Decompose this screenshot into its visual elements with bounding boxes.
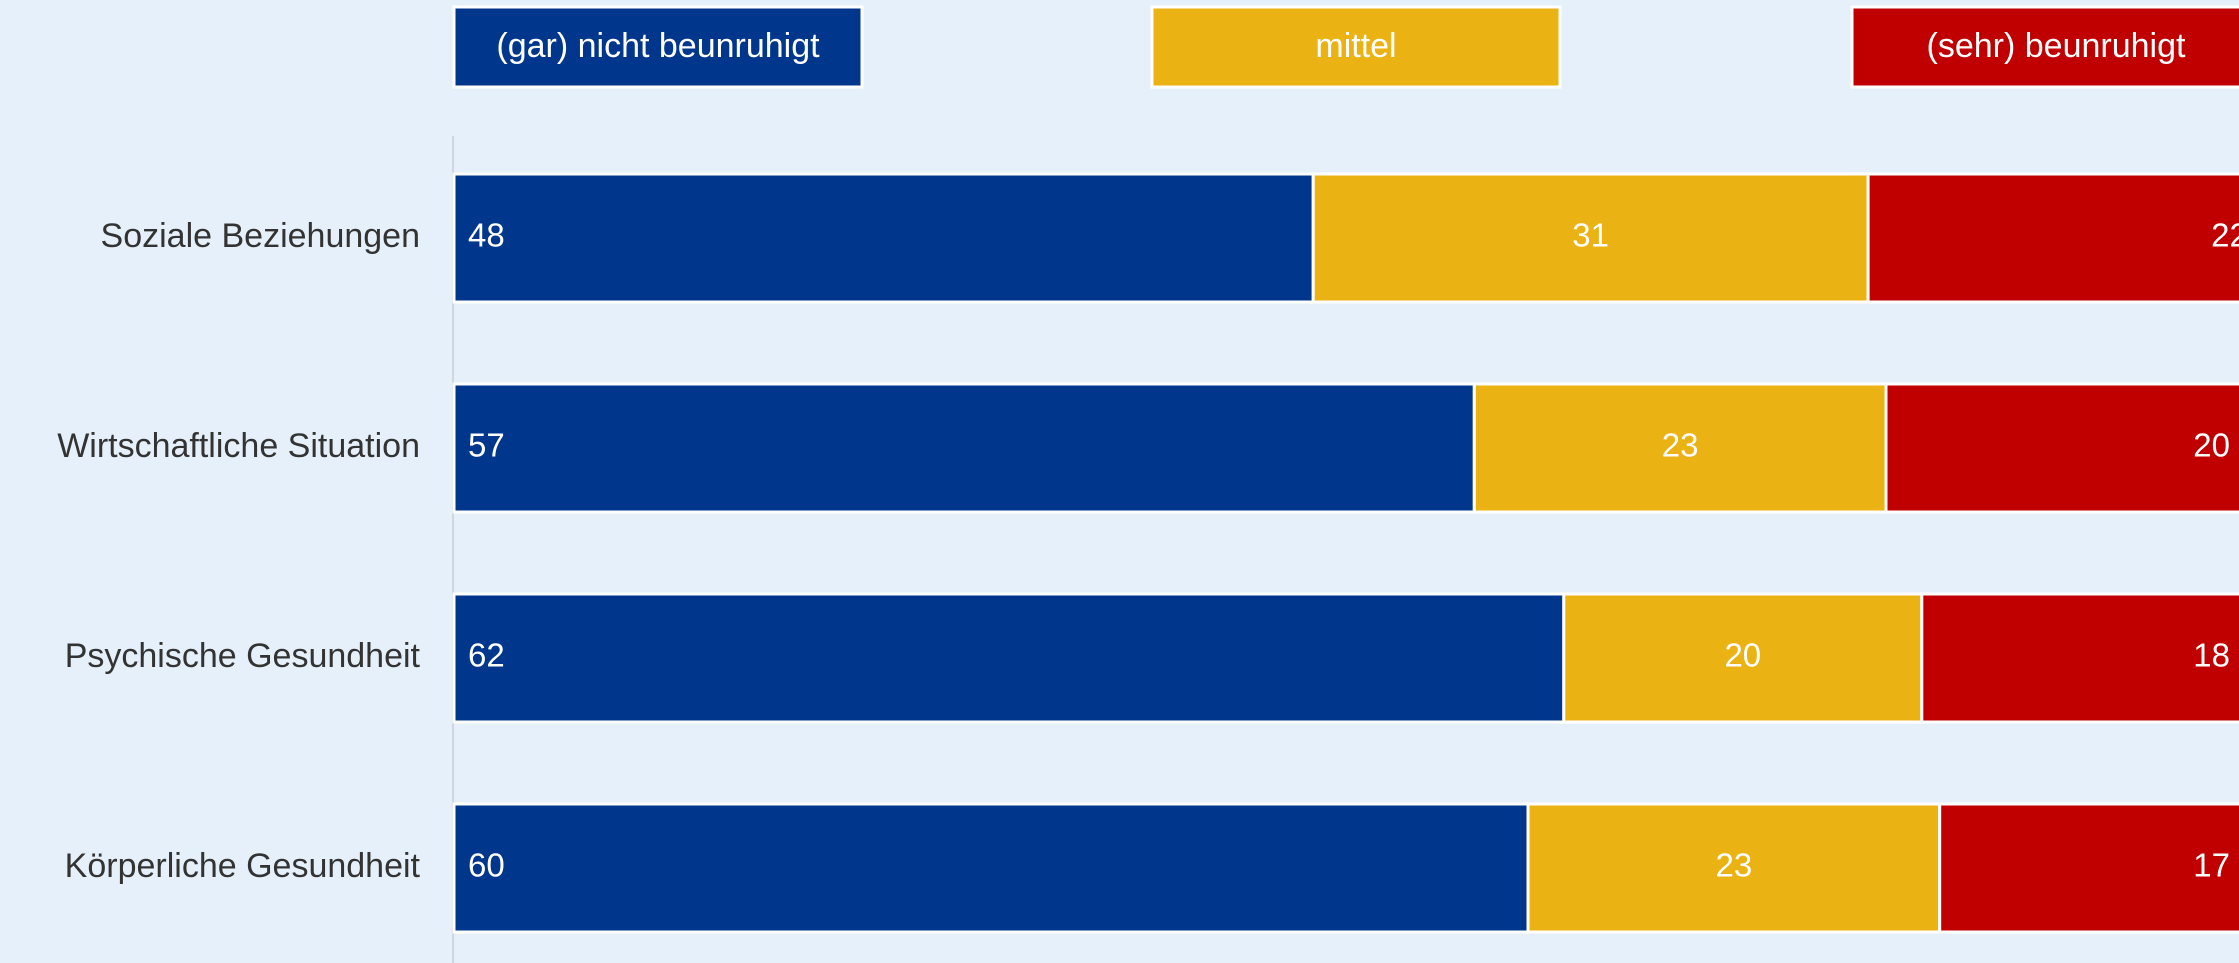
value-label: 23 [1662, 427, 1699, 464]
bar-segment [452, 592, 1566, 724]
value-label: 17 [2193, 847, 2230, 884]
bar-segment [452, 172, 1315, 304]
value-label: 48 [468, 217, 505, 254]
category-label: Körperliche Gesundheit [65, 847, 421, 885]
legend-swatch [1150, 5, 1562, 89]
value-label: 20 [1724, 637, 1761, 674]
category-label: Psychische Gesundheit [65, 637, 421, 675]
bar-segment [452, 802, 1530, 934]
value-label: 22 [2211, 217, 2239, 254]
category-label: Soziale Beziehungen [101, 217, 420, 255]
value-label: 57 [468, 427, 505, 464]
bar-segment [1920, 592, 2239, 724]
bar-segment [1526, 802, 1942, 934]
legend-swatch [452, 5, 864, 89]
bar-segment [1884, 382, 2239, 514]
value-label: 23 [1715, 847, 1752, 884]
legend-label: (gar) nicht beunruhigt [496, 27, 820, 65]
category-label: Wirtschaftliche Situation [57, 427, 420, 465]
bar-segment [1866, 172, 2239, 304]
legend-label: mittel [1315, 27, 1396, 65]
legend-label: (sehr) beunruhigt [1927, 27, 2186, 65]
value-label: 18 [2193, 637, 2230, 674]
value-label: 20 [2193, 427, 2230, 464]
legend-swatch [1850, 5, 2239, 89]
bar-segment [1938, 802, 2239, 934]
value-label: 62 [468, 637, 505, 674]
value-label: 60 [468, 847, 505, 884]
bar-segment [452, 382, 1476, 514]
value-label: 31 [1572, 217, 1609, 254]
